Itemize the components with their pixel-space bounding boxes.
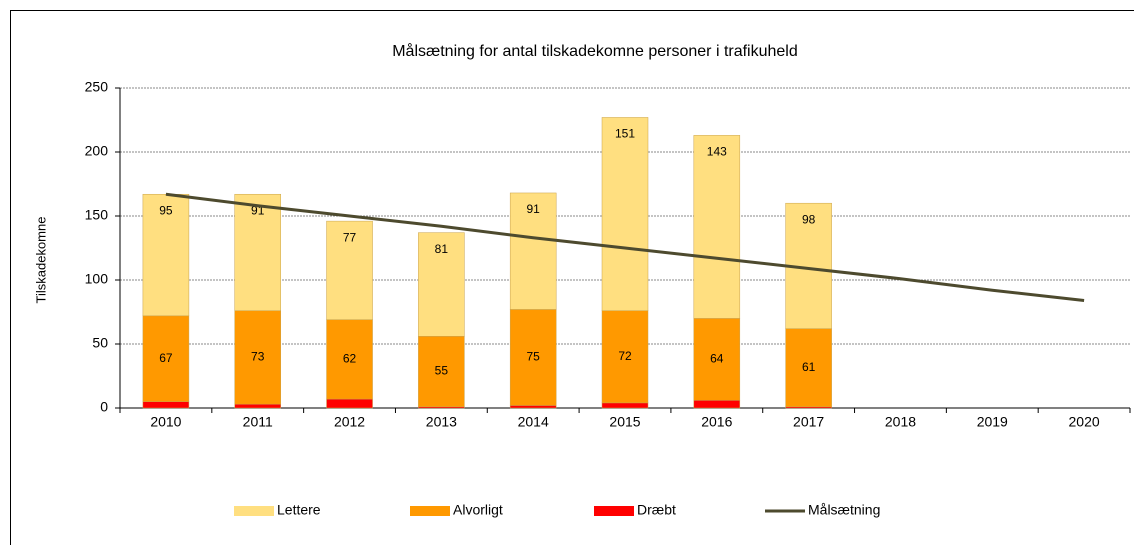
data-label: 98 [802, 212, 816, 226]
bar-segment [326, 398, 373, 409]
x-tick-label: 2010 [150, 414, 181, 430]
bar-segment [601, 402, 649, 409]
data-label: 91 [527, 202, 541, 216]
data-label: 95 [159, 203, 173, 217]
data-label: 61 [802, 360, 816, 374]
bar-segment [693, 400, 741, 409]
x-tick-label: 2013 [426, 414, 457, 430]
bar-segment [509, 405, 557, 409]
data-label: 55 [435, 364, 449, 378]
y-axis-label: Tilskadekomne [33, 217, 48, 304]
bar-segment [601, 310, 649, 404]
data-label: 143 [707, 145, 727, 159]
chart-frame [10, 10, 1134, 545]
y-tick-label: 150 [85, 207, 109, 223]
data-label: 62 [343, 352, 357, 366]
data-label: 64 [710, 352, 724, 366]
data-label: 75 [527, 350, 541, 364]
bar-segment [693, 318, 741, 401]
y-tick-label: 200 [85, 143, 109, 159]
data-label: 73 [251, 350, 265, 364]
bar-segment [234, 403, 281, 409]
data-label: 151 [615, 127, 635, 141]
legend-label: Målsætning [808, 502, 880, 518]
bar-segment [785, 328, 832, 407]
legend-label: Lettere [277, 502, 321, 518]
bar-segment [234, 193, 281, 311]
bar-segment [418, 336, 465, 407]
bar-segment [326, 220, 373, 320]
legend-label: Alvorligt [453, 502, 503, 518]
bar-segment [693, 135, 741, 319]
x-tick-label: 2015 [609, 414, 640, 430]
chart-title: Målsætning for antal tilskadekomne perso… [392, 42, 798, 60]
bar-segment [509, 309, 557, 406]
legend-swatch [234, 506, 274, 516]
y-tick-label: 250 [85, 79, 109, 95]
bar-segment [418, 232, 465, 337]
bar-segment [142, 315, 190, 402]
x-tick-label: 2020 [1069, 414, 1100, 430]
bar-segment [142, 193, 190, 317]
line-series [165, 192, 1085, 302]
data-label: 72 [618, 349, 632, 363]
legend-swatch [594, 506, 634, 516]
x-tick-label: 2014 [518, 414, 549, 430]
bar-segment [509, 192, 557, 310]
y-tick-label: 100 [85, 271, 109, 287]
x-tick-label: 2018 [885, 414, 916, 430]
data-label: 67 [159, 351, 173, 365]
y-tick-label: 0 [100, 399, 108, 415]
x-tick-label: 2016 [701, 414, 732, 430]
x-tick-label: 2019 [977, 414, 1008, 430]
data-label: 77 [343, 230, 357, 244]
legend-swatch [410, 506, 450, 516]
x-tick-label: 2011 [243, 414, 273, 430]
x-tick-label: 2017 [793, 414, 824, 430]
x-tick-label: 2012 [334, 414, 365, 430]
legend-label: Dræbt [637, 502, 676, 518]
bar-segment [601, 117, 649, 311]
bar-segment [326, 319, 373, 400]
bar-segment [234, 310, 281, 405]
data-label: 81 [435, 242, 449, 256]
y-tick-label: 50 [92, 335, 108, 351]
bar-segment [142, 401, 190, 409]
